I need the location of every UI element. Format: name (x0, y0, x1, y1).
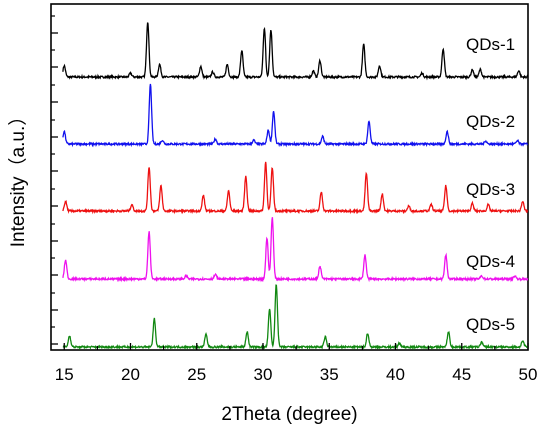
x-axis-label: 2Theta (degree) (221, 404, 357, 425)
series-line-qds-4 (62, 217, 529, 283)
series-labels: QDs-1 QDs-2 QDs-3 QDs-4 QDs-5 (466, 35, 515, 334)
series-label-qds-4: QDs-4 (466, 252, 515, 271)
x-tick-label: 15 (55, 365, 74, 384)
x-tick-label: 50 (519, 365, 538, 384)
plot-frame (50, 3, 529, 351)
series-label-qds-3: QDs-3 (466, 180, 515, 199)
series-label-qds-2: QDs-2 (466, 112, 515, 131)
x-tick-label: 30 (254, 365, 273, 384)
plot-area: QDs-1 QDs-2 QDs-3 QDs-4 QDs-5 15 20 25 30 35 40 45… (50, 3, 538, 384)
x-tick-label: 45 (452, 365, 471, 384)
series-line-qds-5 (62, 284, 529, 351)
x-tick-label: 35 (320, 365, 339, 384)
y-axis-ticks (51, 15, 58, 345)
x-tick-label: 25 (187, 365, 206, 384)
x-axis-ticks: 15 20 25 30 35 40 45 50 (55, 343, 538, 384)
series-traces (62, 22, 529, 351)
x-tick-label: 20 (121, 365, 140, 384)
series-line-qds-1 (62, 22, 529, 81)
y-axis-label: Intensity（a.u.） (7, 107, 29, 247)
series-label-qds-5: QDs-5 (466, 315, 515, 334)
series-label-qds-1: QDs-1 (466, 35, 515, 54)
series-line-qds-2 (62, 83, 529, 148)
series-line-qds-3 (62, 161, 529, 215)
x-tick-label: 40 (386, 365, 405, 384)
